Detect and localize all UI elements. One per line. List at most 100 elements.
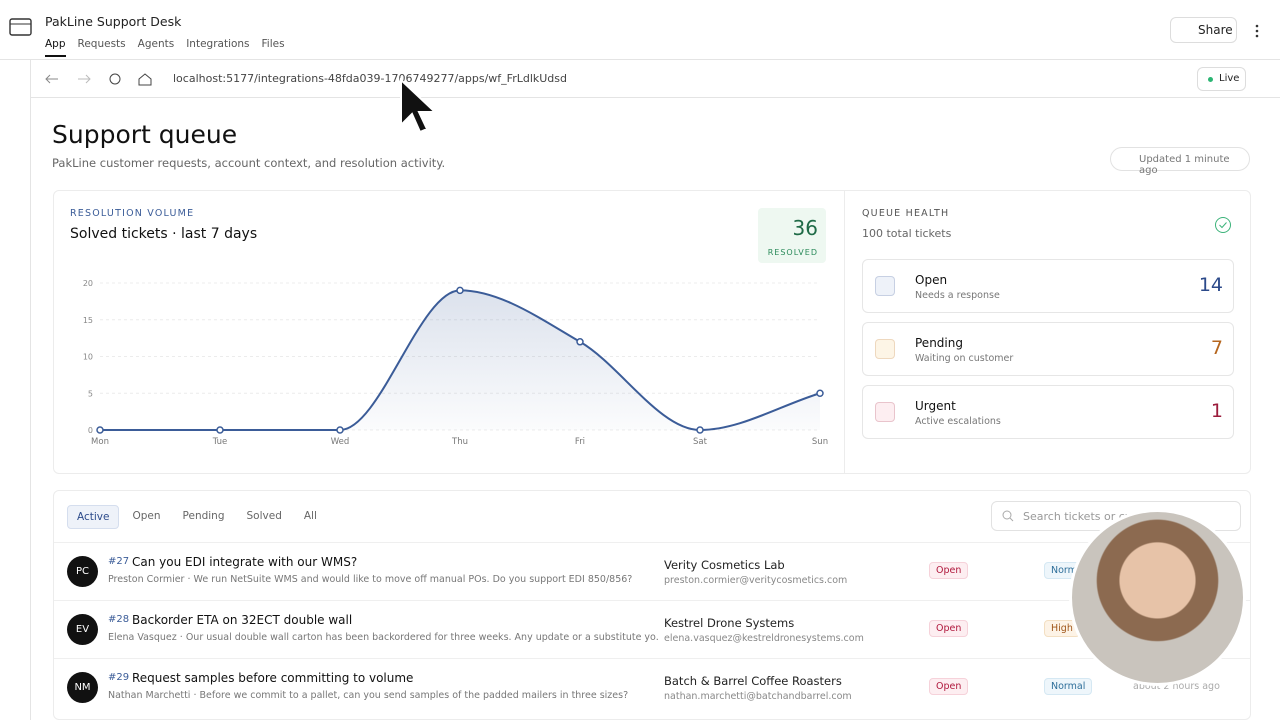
- tabs: App Requests Agents Integrations Files: [45, 38, 285, 57]
- preview-text: Before we commit to a pallet, can you se…: [199, 690, 629, 701]
- company: Batch & Barrel Coffee Roasters: [664, 674, 842, 688]
- preview-text: Our usual double wall carton has been ba…: [185, 632, 658, 643]
- status-badge: Open: [929, 678, 969, 695]
- updated-badge: Updated 1 minute ago: [1110, 147, 1250, 176]
- company: Kestrel Drone Systems: [664, 616, 795, 630]
- point: [456, 286, 464, 295]
- health-item: Urgent Active escalations 1: [862, 385, 1234, 439]
- ticket-time: about 2 hours ago: [1133, 681, 1220, 692]
- separator: ·: [176, 632, 186, 643]
- y-tick-label: 15: [83, 316, 93, 325]
- chart-eyebrow: RESOLUTION VOLUME: [70, 208, 195, 219]
- x-tick-label: Fri: [575, 437, 585, 447]
- tab[interactable]: Requests: [77, 38, 126, 50]
- point: [336, 426, 344, 434]
- tab[interactable]: Integrations: [186, 38, 250, 50]
- avatar: PC: [67, 556, 98, 587]
- app-icon: [9, 18, 32, 36]
- health-desc: Active escalations: [915, 416, 1001, 427]
- separator: ·: [184, 574, 194, 585]
- filter-tabs: Active Open Pending Solved All: [67, 505, 326, 529]
- health-desc: Waiting on customer: [915, 353, 1014, 364]
- x-tick-label: Sun: [812, 437, 828, 447]
- filter-tab[interactable]: Solved: [246, 510, 282, 522]
- top-bar: [0, 0, 1280, 60]
- requester: Preston Cormier: [108, 574, 185, 585]
- health-item: Pending Waiting on customer 7: [862, 322, 1234, 376]
- status-badge: Open: [929, 620, 969, 637]
- ticket-id: #28: [108, 614, 130, 625]
- ticket-subject: Can you EDI integrate with our WMS?: [132, 555, 358, 569]
- tab[interactable]: Files: [261, 38, 285, 50]
- priority-badge: Normal: [1044, 678, 1093, 695]
- divider: [844, 191, 845, 473]
- avatar: NM: [67, 672, 98, 703]
- tab[interactable]: Agents: [137, 38, 175, 50]
- ticket-preview: Elena Vasquez · Our usual double wall ca…: [108, 632, 658, 643]
- area: [100, 290, 820, 430]
- live-button[interactable]: Live: [1197, 67, 1246, 91]
- ticket-row[interactable]: NM #29 Request samples before committing t…: [54, 658, 1250, 716]
- health-icon: [875, 339, 895, 359]
- x-tick-label: Tue: [212, 437, 228, 447]
- chart-title: Solved tickets · last 7 days: [70, 226, 258, 242]
- email: elena.vasquez@kestreldronesystems.com: [664, 633, 864, 644]
- page-title: Support queue: [52, 120, 238, 149]
- ticket-id: #29: [108, 672, 130, 683]
- ticket-subject: Backorder ETA on 32ECT double wall: [132, 613, 353, 627]
- menu-icon[interactable]: [1254, 24, 1260, 38]
- summary-card: [53, 190, 1251, 474]
- health-label: Urgent: [915, 399, 956, 413]
- y-tick-label: 0: [88, 426, 93, 435]
- webcam-overlay: [1069, 509, 1246, 686]
- health-title: QUEUE HEALTH: [862, 208, 950, 219]
- ticket-row[interactable]: EV #28 Backorder ETA on 32ECT double wall E…: [54, 600, 1250, 658]
- separator: ·: [190, 690, 200, 701]
- x-tick-label: Mon: [91, 437, 109, 447]
- chart: 0 5 10 15 20 Mon Tue Wed Thu Fri Sat Sun: [83, 279, 828, 447]
- health-label: Open: [915, 273, 948, 287]
- point: [696, 426, 704, 434]
- filter-tab[interactable]: All: [303, 510, 317, 522]
- share-button[interactable]: Share: [1170, 17, 1237, 43]
- requester: Nathan Marchetti: [108, 690, 191, 701]
- x-tick-label: Thu: [451, 437, 468, 447]
- health-count: 14: [1198, 274, 1223, 296]
- point: [576, 338, 584, 346]
- filter-tab[interactable]: Open: [132, 510, 161, 522]
- nav-buttons[interactable]: [40, 70, 160, 88]
- y-tick-label: 20: [83, 279, 93, 288]
- page-subtitle: PakLine customer requests, account conte…: [52, 156, 446, 170]
- health-count: 7: [1210, 337, 1223, 359]
- avatar: EV: [67, 614, 98, 645]
- health-subtitle: 100 total tickets: [862, 227, 952, 240]
- point: [96, 426, 104, 434]
- side-rail: [0, 60, 31, 720]
- mouse-cursor: [400, 78, 438, 134]
- point: [816, 389, 824, 397]
- app-title: PakLine Support Desk: [45, 14, 182, 29]
- requester: Elena Vasquez: [108, 632, 177, 643]
- x-tick-label: Sat: [693, 437, 708, 447]
- y-tick-label: 5: [88, 389, 93, 398]
- health-label: Pending: [915, 336, 963, 350]
- url[interactable]: localhost:5177/integrations-48fda039-170…: [173, 72, 568, 85]
- filter-tab[interactable]: Active: [67, 505, 120, 529]
- status-badge: Open: [929, 562, 969, 579]
- ticket-preview: Nathan Marchetti · Before we commit to a…: [108, 690, 658, 701]
- y-tick-label: 10: [83, 353, 93, 362]
- preview-text: We run NetSuite WMS and would like to mo…: [193, 574, 633, 585]
- filter-tab[interactable]: Pending: [182, 510, 225, 522]
- email: preston.cormier@veritycosmetics.com: [664, 575, 848, 586]
- health-ok-icon: [1215, 217, 1231, 233]
- ticket-id: #27: [108, 556, 130, 567]
- health-count: 1: [1210, 400, 1223, 422]
- kpi: 36 RESOLVED: [758, 208, 826, 263]
- tab[interactable]: App: [45, 38, 66, 57]
- kpi-value: 36: [792, 216, 818, 240]
- health-icon: [875, 276, 895, 296]
- email: nathan.marchetti@batchandbarrel.com: [664, 691, 852, 702]
- health-desc: Needs a response: [915, 290, 1000, 301]
